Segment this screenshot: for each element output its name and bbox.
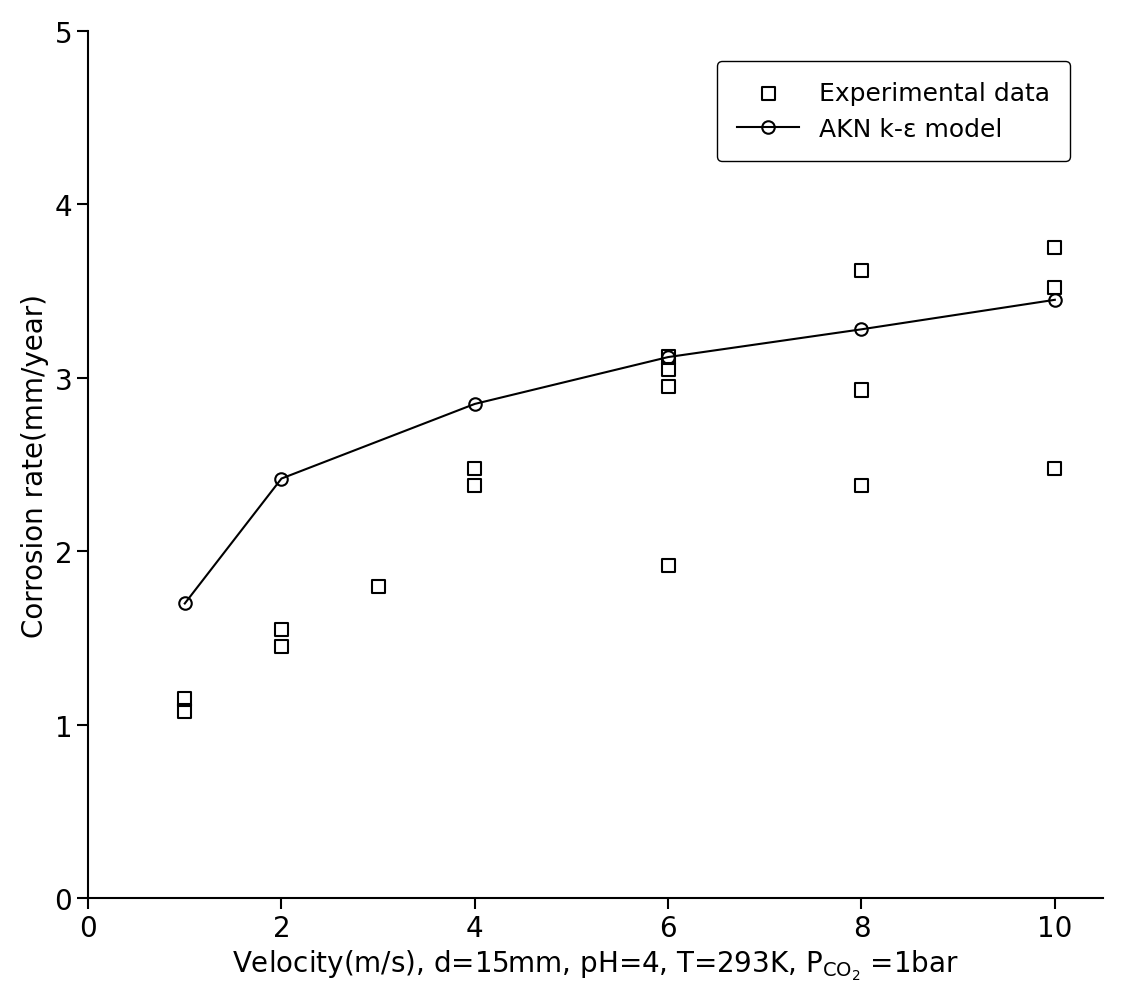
Experimental data bbox=[659, 379, 677, 395]
Experimental data bbox=[1045, 281, 1063, 297]
Experimental data bbox=[465, 460, 483, 476]
X-axis label: Velocity(m/s), d=15mm, pH=4, T=293K, P$_{\mathregular{CO_2}}$ =1bar: Velocity(m/s), d=15mm, pH=4, T=293K, P$_… bbox=[233, 948, 959, 982]
Experimental data bbox=[1045, 241, 1063, 257]
Experimental data bbox=[175, 703, 193, 719]
AKN k-ε model bbox=[274, 473, 288, 485]
Legend: Experimental data, AKN k-ε model: Experimental data, AKN k-ε model bbox=[717, 61, 1070, 162]
Experimental data bbox=[272, 622, 290, 638]
Experimental data bbox=[369, 579, 387, 595]
Experimental data bbox=[659, 350, 677, 366]
Experimental data bbox=[852, 382, 870, 398]
Experimental data bbox=[272, 639, 290, 655]
AKN k-ε model bbox=[468, 398, 481, 410]
AKN k-ε model bbox=[661, 352, 674, 364]
AKN k-ε model bbox=[178, 598, 191, 610]
Experimental data bbox=[659, 558, 677, 574]
Experimental data bbox=[659, 362, 677, 378]
Experimental data bbox=[852, 263, 870, 279]
AKN k-ε model bbox=[1048, 295, 1061, 307]
Y-axis label: Corrosion rate(mm/year): Corrosion rate(mm/year) bbox=[21, 293, 48, 637]
Line: AKN k-ε model: AKN k-ε model bbox=[179, 294, 1061, 610]
Experimental data bbox=[465, 478, 483, 494]
Experimental data bbox=[175, 691, 193, 707]
Experimental data bbox=[1045, 460, 1063, 476]
Experimental data bbox=[852, 478, 870, 494]
AKN k-ε model bbox=[854, 324, 868, 336]
